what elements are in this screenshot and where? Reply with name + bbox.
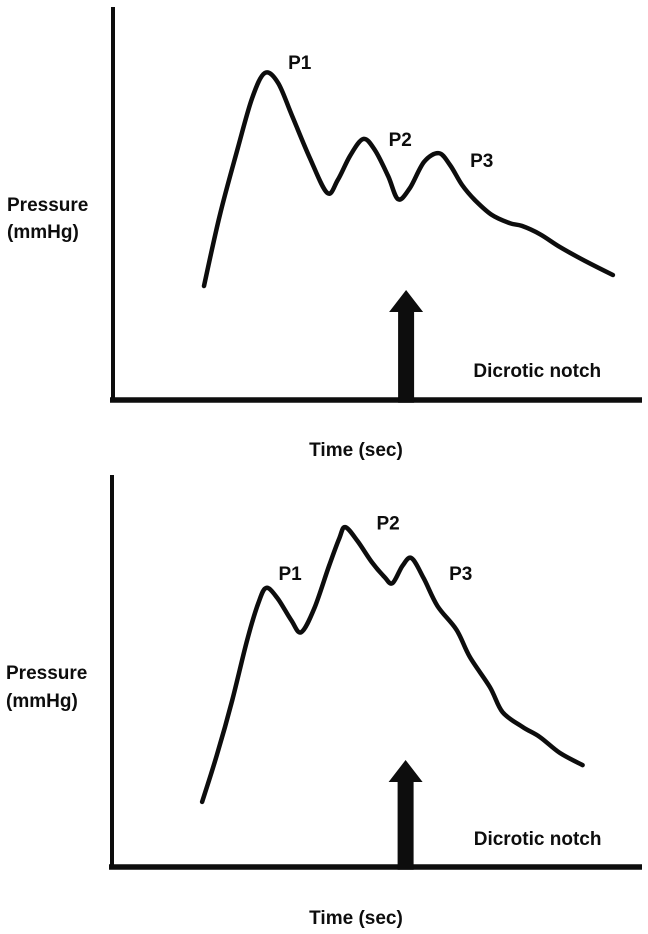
y-axis-label-line1: Pressure xyxy=(6,663,87,684)
peak-label-p1: P1 xyxy=(288,53,312,74)
y-axis-label-line1: Pressure xyxy=(7,195,88,216)
peak-label-p2: P2 xyxy=(389,130,412,151)
peak-label-p3: P3 xyxy=(449,564,472,585)
peak-label-p3: P3 xyxy=(470,151,493,172)
x-axis-label: Time (sec) xyxy=(309,440,403,461)
dicrotic-notch-arrow xyxy=(388,760,423,870)
chart-2: P1 P2 P3 Dicrotic notch Pressure (mmHg) Time (… xyxy=(6,475,642,929)
y-axis-label-line2: (mmHg) xyxy=(6,691,78,712)
x-axis-label: Time (sec) xyxy=(309,908,403,929)
pressure-curve xyxy=(199,524,585,805)
dicrotic-notch-arrow xyxy=(389,290,424,403)
pressure-curve xyxy=(201,70,616,289)
peak-label-p2: P2 xyxy=(376,513,399,534)
y-axis-label-line2: (mmHg) xyxy=(7,222,79,243)
peak-label-p1: P1 xyxy=(278,564,302,585)
dicrotic-notch-label: Dicrotic notch xyxy=(474,829,602,850)
dicrotic-notch-label: Dicrotic notch xyxy=(473,361,601,382)
chart-1: P1 P2 P3 Dicrotic notch Pressure (mmHg) Time (… xyxy=(7,7,642,461)
